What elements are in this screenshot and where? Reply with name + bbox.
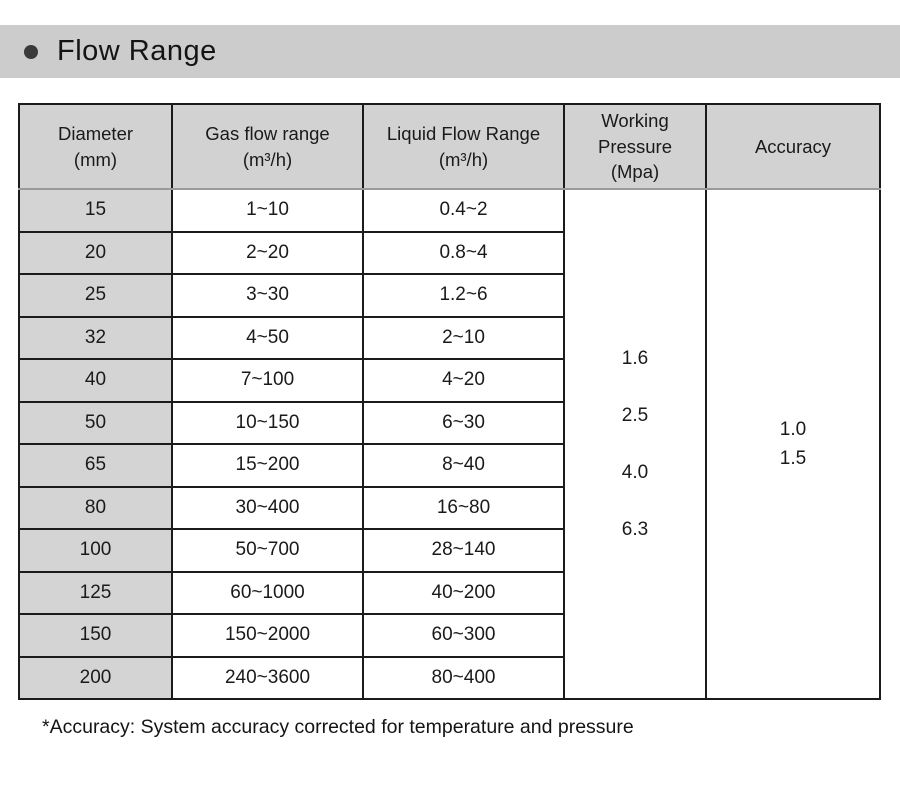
gas-flow-cell: 30~400 — [171, 485, 364, 530]
diameter-cell: 50 — [18, 400, 173, 445]
accuracy-value: 1.5 — [779, 448, 807, 469]
diameter-cell: 25 — [18, 273, 173, 318]
section-title-banner: Flow Range — [0, 25, 900, 78]
gas-flow-cell: 150~2000 — [171, 613, 364, 658]
table-row: 20 2~20 0.8~4 — [18, 230, 880, 275]
working-pressure-value: 2.5 — [621, 405, 649, 426]
liquid-flow-cell: 1.2~6 — [362, 273, 565, 318]
diameter-cell: 150 — [18, 613, 173, 658]
table-row: 65 15~200 8~40 — [18, 443, 880, 488]
table-row: 50 10~150 6~30 — [18, 400, 880, 445]
working-pressure-value: 6.3 — [621, 519, 649, 540]
working-pressure-value: 1.6 — [621, 348, 649, 369]
bullet-icon — [24, 44, 38, 59]
gas-flow-cell: 7~100 — [171, 358, 364, 403]
page-title: Flow Range — [57, 35, 217, 67]
liquid-flow-cell: 0.8~4 — [362, 230, 565, 275]
working-pressure-value: 4.0 — [621, 462, 649, 483]
col-header-accuracy: Accuracy — [705, 103, 881, 190]
liquid-flow-cell: 4~20 — [362, 358, 565, 403]
accuracy-value: 1.0 — [779, 419, 807, 440]
accuracy-merged-cell: 1.0 1.5 — [705, 188, 881, 700]
liquid-flow-cell: 0.4~2 — [362, 188, 565, 233]
gas-flow-cell: 3~30 — [171, 273, 364, 318]
table-row: 40 7~100 4~20 — [18, 358, 880, 403]
diameter-cell: 80 — [18, 485, 173, 530]
gas-flow-cell: 15~200 — [171, 443, 364, 488]
liquid-flow-cell: 60~300 — [362, 613, 565, 658]
gas-flow-cell: 60~1000 — [171, 570, 364, 615]
liquid-flow-cell: 2~10 — [362, 315, 565, 360]
diameter-cell: 32 — [18, 315, 173, 360]
table-row: 15 1~10 0.4~2 1.6 2.5 4.0 6.3 1.0 1.5 — [18, 188, 881, 700]
diameter-cell: 125 — [18, 570, 173, 615]
gas-flow-cell: 1~10 — [171, 188, 364, 233]
diameter-cell: 200 — [18, 655, 173, 700]
liquid-flow-cell: 28~140 — [362, 528, 565, 573]
diameter-cell: 65 — [18, 443, 173, 488]
gas-flow-cell: 10~150 — [171, 400, 364, 445]
col-header-liquid-flow-range: Liquid Flow Range (m³/h) — [362, 103, 565, 190]
gas-flow-cell: 4~50 — [171, 315, 364, 360]
col-header-working-pressure: Working Pressure (Mpa) — [563, 103, 707, 190]
working-pressure-merged-cell: 1.6 2.5 4.0 6.3 — [563, 188, 707, 700]
diameter-cell: 15 — [18, 188, 173, 233]
gas-flow-cell: 2~20 — [171, 230, 364, 275]
table-row: 125 60~1000 40~200 — [18, 570, 880, 615]
diameter-cell: 20 — [18, 230, 173, 275]
liquid-flow-cell: 8~40 — [362, 443, 565, 488]
liquid-flow-cell: 40~200 — [362, 570, 565, 615]
gas-flow-cell: 50~700 — [171, 528, 364, 573]
table-row: 150 150~2000 60~300 — [18, 613, 880, 658]
liquid-flow-cell: 6~30 — [362, 400, 565, 445]
table-row: 80 30~400 16~80 — [18, 485, 880, 530]
table-row: 200 240~3600 80~400 — [18, 655, 880, 700]
diameter-cell: 100 — [18, 528, 173, 573]
gas-flow-cell: 240~3600 — [171, 655, 364, 700]
col-header-diameter: Diameter (mm) — [18, 103, 173, 190]
flow-range-table: Diameter (mm) Gas flow range (m³/h) Liqu… — [18, 103, 881, 700]
table-header-row: Diameter (mm) Gas flow range (m³/h) Liqu… — [18, 103, 881, 190]
table-row: 100 50~700 28~140 — [18, 528, 880, 573]
col-header-gas-flow-range: Gas flow range (m³/h) — [171, 103, 364, 190]
liquid-flow-cell: 16~80 — [362, 485, 565, 530]
accuracy-footnote: *Accuracy: System accuracy corrected for… — [42, 716, 634, 738]
liquid-flow-cell: 80~400 — [362, 655, 565, 700]
table-row: 25 3~30 1.2~6 — [18, 273, 880, 318]
diameter-cell: 40 — [18, 358, 173, 403]
table-row: 32 4~50 2~10 — [18, 315, 880, 360]
